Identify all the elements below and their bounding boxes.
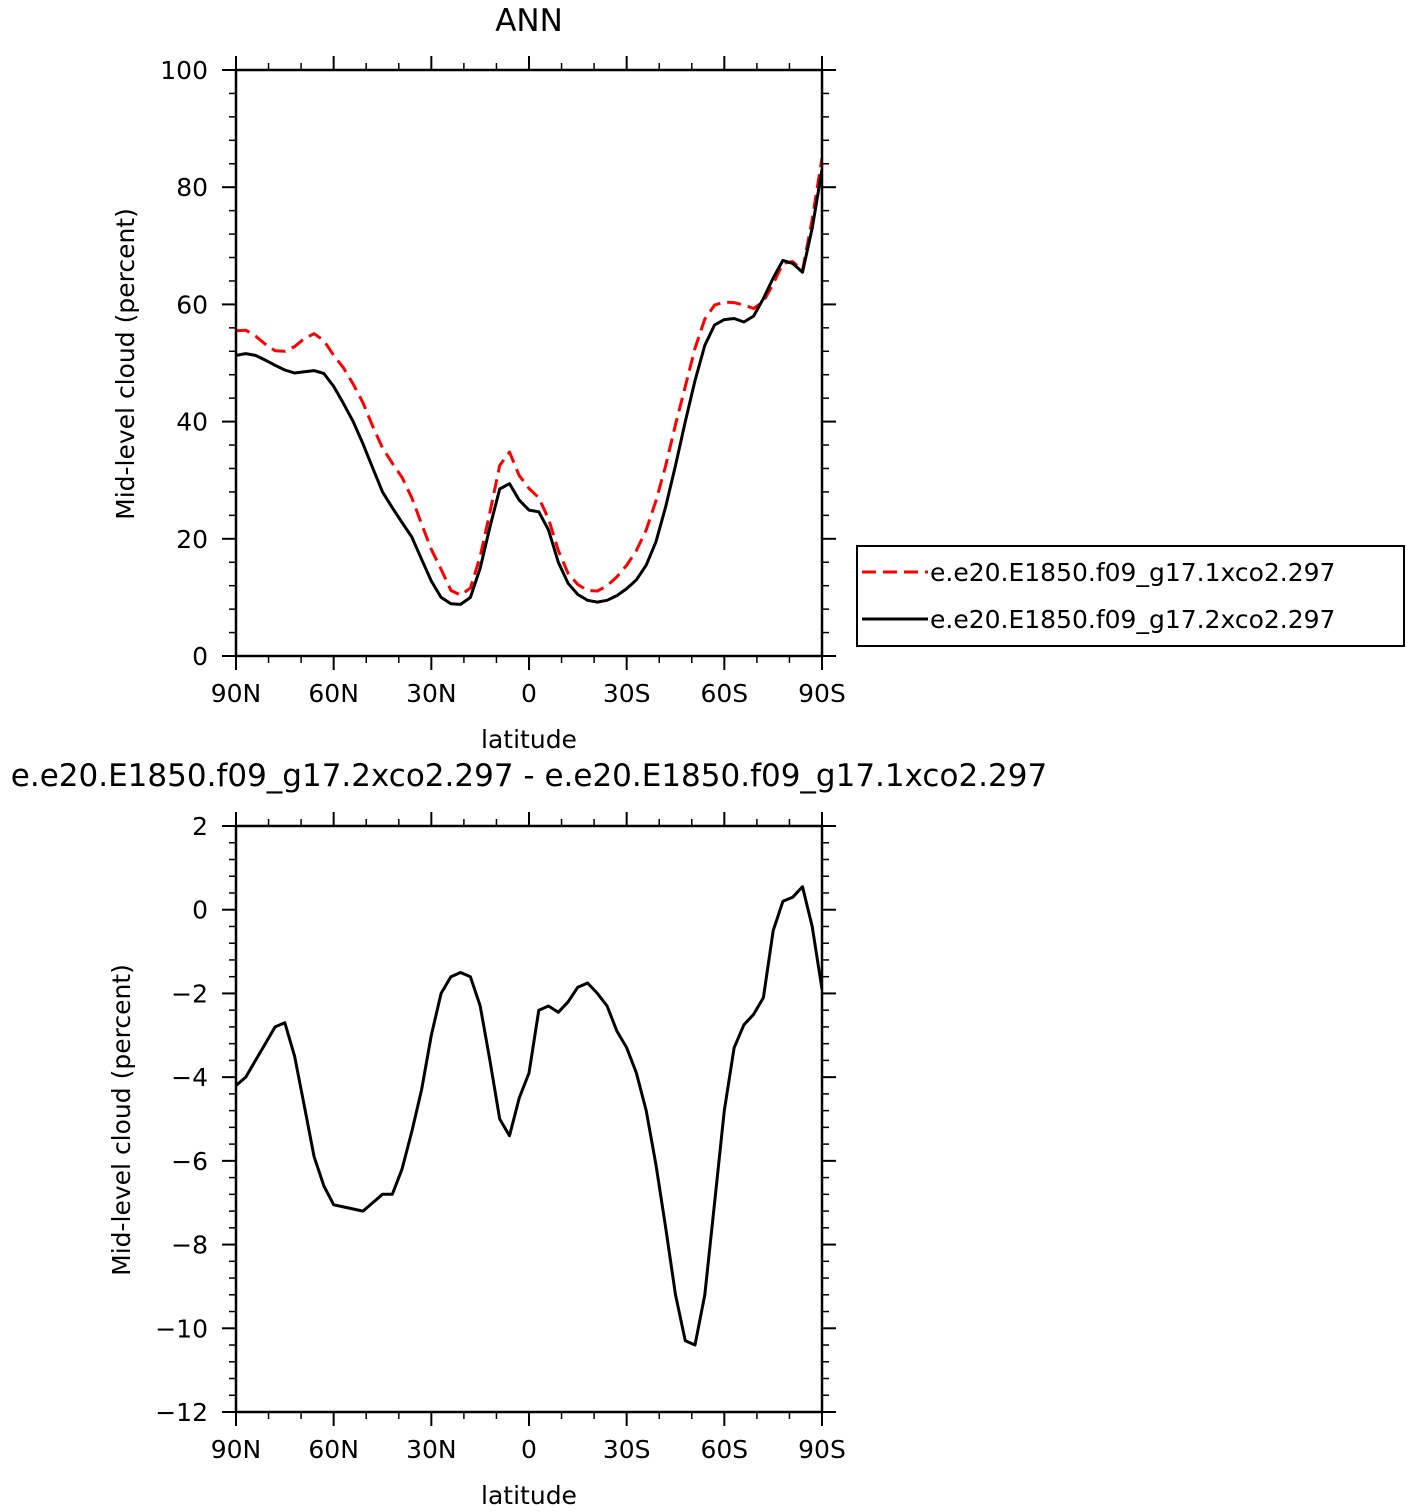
- bottom-chart-y-tick-label: −4: [171, 1063, 208, 1092]
- bottom-chart-x-axis-label: latitude: [481, 1481, 577, 1510]
- bottom-chart-y-tick-label: 2: [192, 812, 208, 841]
- bottom-chart-series-line-1: [236, 887, 822, 1345]
- top-chart-plot-frame: [236, 70, 822, 656]
- top-chart-y-tick-label: 40: [176, 408, 208, 437]
- bottom-chart-y-axis-label: Mid-level cloud (percent): [107, 964, 136, 1276]
- top-chart-series-group: [236, 158, 822, 605]
- bottom-chart-x-tick-label: 90N: [211, 1435, 262, 1464]
- bottom-chart-x-tick-label: 30S: [603, 1435, 651, 1464]
- top-chart-y-tick-label: 60: [176, 290, 208, 319]
- top-chart-series-line-1: [236, 158, 822, 595]
- top-chart-x-tick-label: 90N: [211, 679, 262, 708]
- top-chart-y-axis-label: Mid-level cloud (percent): [111, 208, 140, 520]
- top-chart-x-tick-label: 90S: [798, 679, 846, 708]
- top-chart-y-tick-label: 100: [160, 56, 208, 85]
- bottom-chart-x-tick-label: 90S: [798, 1435, 846, 1464]
- bottom-chart-series-group: [236, 887, 822, 1345]
- bottom-chart-y-tick-label: −10: [155, 1314, 208, 1343]
- bottom-chart-axes: 90N 60N 30N 0 30S 60S 90S −12 −10 −8 −6 −4 −2 0 2: [155, 812, 846, 1464]
- bottom-chart-y-tick-label: −12: [155, 1398, 208, 1427]
- top-chart-x-tick-label: 30N: [406, 679, 457, 708]
- legend-label-series-2: e.e20.E1850.f09_g17.2xco2.297: [930, 605, 1335, 634]
- top-chart-axes: 90N 60N 30N 0 30S 60S 90S 0 20 40 60 80 100: [160, 56, 846, 708]
- bottom-chart-y-tick-label: −6: [171, 1147, 208, 1176]
- top-chart-title: ANN: [495, 3, 563, 39]
- bottom-chart-x-tick-label: 0: [521, 1435, 537, 1464]
- bottom-chart-x-tick-label: 60N: [308, 1435, 359, 1464]
- top-chart-y-tick-label: 0: [192, 642, 208, 671]
- top-chart-x-tick-label: 30S: [603, 679, 651, 708]
- bottom-chart-title: e.e20.E1850.f09_g17.2xco2.297 - e.e20.E1…: [11, 758, 1047, 794]
- bottom-chart-y-tick-label: −2: [171, 979, 208, 1008]
- bottom-chart-y-tick-label: 0: [192, 896, 208, 925]
- bottom-chart-plot-frame: [236, 826, 822, 1412]
- top-chart-y-tick-label: 80: [176, 173, 208, 202]
- bottom-chart-x-tick-label: 30N: [406, 1435, 457, 1464]
- top-chart-x-tick-label: 60S: [700, 679, 748, 708]
- top-chart: ANN 90N 60N 30N 0 30S 60S 90S 0 20 40 60 80 100 lati…: [111, 3, 846, 754]
- top-chart-x-tick-label: 60N: [308, 679, 359, 708]
- bottom-chart-y-tick-label: −8: [171, 1231, 208, 1260]
- top-chart-series-line-2: [236, 170, 822, 605]
- bottom-chart-x-tick-label: 60S: [700, 1435, 748, 1464]
- top-chart-legend: e.e20.E1850.f09_g17.1xco2.297 e.e20.E185…: [857, 546, 1404, 646]
- top-chart-x-tick-label: 0: [521, 679, 537, 708]
- bottom-chart: e.e20.E1850.f09_g17.2xco2.297 - e.e20.E1…: [11, 758, 1047, 1510]
- top-chart-y-tick-label: 20: [176, 525, 208, 554]
- top-chart-x-axis-label: latitude: [481, 725, 577, 754]
- legend-label-series-1: e.e20.E1850.f09_g17.1xco2.297: [930, 558, 1335, 587]
